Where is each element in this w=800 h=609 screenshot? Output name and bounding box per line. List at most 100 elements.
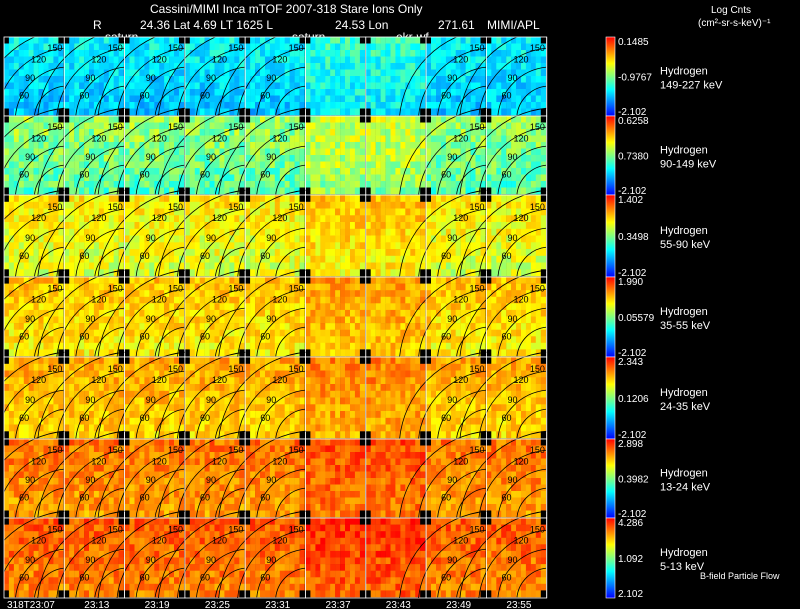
contour-label: 120 — [272, 213, 287, 223]
energy-label: 35-55 keV — [660, 320, 711, 332]
colorbar — [605, 115, 616, 196]
contour-label: 90 — [447, 555, 457, 565]
contour-label: 90 — [508, 395, 518, 405]
contour-label: 90 — [146, 233, 156, 243]
time-tick-label: 23:55 — [506, 600, 531, 609]
colorbar-min: -2.102 — [618, 268, 647, 279]
colorbar-max: 1.990 — [618, 277, 643, 288]
r-label: R — [93, 18, 102, 32]
contour-label: 150 — [108, 122, 123, 132]
contour-label: 150 — [289, 445, 304, 455]
species-label: Hydrogen — [660, 387, 708, 399]
heatmap-cell — [305, 115, 367, 196]
contour-label: 60 — [200, 91, 210, 101]
contour-label: 150 — [289, 283, 304, 293]
contour-label: 90 — [266, 475, 276, 485]
colorbar — [605, 36, 616, 117]
contour-label: 60 — [260, 572, 270, 582]
contour-label: 60 — [260, 413, 270, 423]
contour-label: 150 — [289, 122, 304, 132]
contour-label: 90 — [146, 73, 156, 83]
colorbar-mid: 0.3982 — [618, 475, 649, 486]
contour-label: 90 — [85, 73, 95, 83]
colorbar-max: 0.1485 — [618, 37, 649, 48]
contour-label: 150 — [228, 283, 243, 293]
contour-label: 60 — [441, 91, 451, 101]
contour-label: 60 — [79, 251, 89, 261]
colorbar-max: 0.6258 — [618, 116, 649, 127]
heatmap-cell — [365, 517, 427, 599]
contour-label: 120 — [272, 133, 287, 143]
time-tick-label: 23:37 — [326, 600, 351, 609]
position-readout: 24.36 Lat 4.69 LT 1625 L — [140, 18, 274, 32]
contour-label: 90 — [206, 555, 216, 565]
contour-label: 60 — [200, 493, 210, 503]
contour-label: 120 — [514, 133, 529, 143]
contour-label: 120 — [152, 536, 167, 546]
contour-label: 120 — [91, 456, 106, 466]
contour-label: 120 — [453, 295, 468, 305]
contour-label: 120 — [212, 133, 227, 143]
contour-label: 60 — [441, 413, 451, 423]
contour-label: 150 — [470, 524, 485, 534]
colorbar-min: -2.102 — [618, 107, 647, 118]
time-tick-label: 23:31 — [265, 600, 290, 609]
heatmap-cell — [305, 36, 367, 117]
contour-label: 120 — [453, 54, 468, 64]
contour-label: 150 — [108, 43, 123, 53]
contour-label: 90 — [447, 152, 457, 162]
contour-label: 90 — [206, 314, 216, 324]
contour-label: 60 — [140, 572, 150, 582]
contour-label: 150 — [108, 524, 123, 534]
contour-label: 150 — [168, 524, 183, 534]
contour-label: 60 — [441, 251, 451, 261]
contour-label: 150 — [289, 43, 304, 53]
contour-label: 60 — [501, 331, 511, 341]
colorbar-max: 4.286 — [618, 518, 643, 529]
contour-label: 120 — [152, 456, 167, 466]
contour-label: 90 — [85, 395, 95, 405]
contour-label: 60 — [19, 170, 29, 180]
contour-label: 60 — [200, 572, 210, 582]
colorbar-min: 2.102 — [618, 589, 643, 600]
contour-label: 90 — [508, 73, 518, 83]
contour-label: 120 — [453, 213, 468, 223]
time-tick-label: 23:19 — [145, 600, 170, 609]
heatmap-cell — [365, 115, 427, 196]
contour-label: 150 — [47, 122, 62, 132]
contour-label: 60 — [260, 493, 270, 503]
contour-label: 120 — [91, 54, 106, 64]
contour-label: 120 — [31, 133, 46, 143]
contour-label: 60 — [19, 572, 29, 582]
time-tick-label: 23:25 — [205, 600, 230, 609]
contour-label: 150 — [530, 524, 545, 534]
contour-label: 90 — [266, 152, 276, 162]
contour-label: 150 — [470, 283, 485, 293]
colorbar-min: -2.102 — [618, 430, 647, 441]
contour-label: 90 — [447, 314, 457, 324]
contour-label: 150 — [108, 445, 123, 455]
contour-label: 120 — [152, 54, 167, 64]
contour-label: 60 — [260, 251, 270, 261]
contour-label: 120 — [31, 295, 46, 305]
contour-label: 150 — [289, 364, 304, 374]
contour-label: 120 — [453, 536, 468, 546]
contour-label: 90 — [447, 475, 457, 485]
contour-label: 120 — [91, 536, 106, 546]
heatmap-cell — [365, 438, 427, 519]
colorbar-units: (cm²-sr-s-keV)⁻¹ — [698, 18, 771, 29]
contour-label: 120 — [212, 375, 227, 385]
